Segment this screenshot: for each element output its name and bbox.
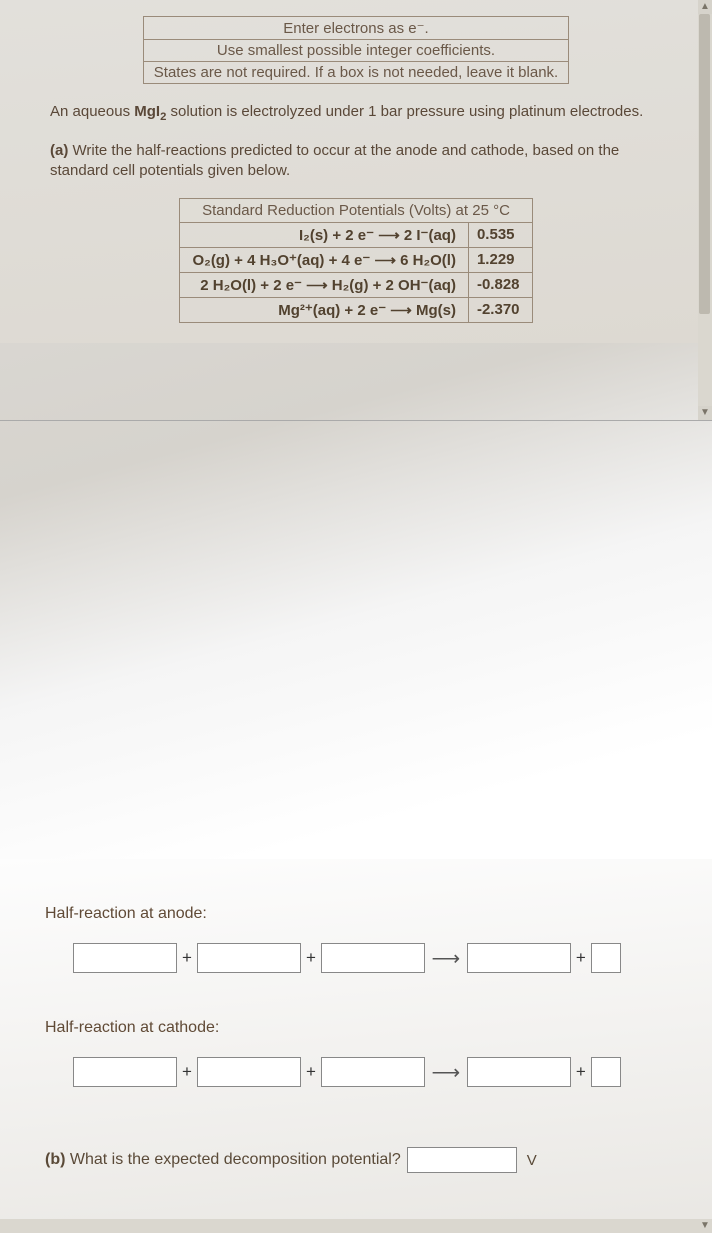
cathode-reactant-2-input[interactable] [197, 1057, 301, 1087]
divider-line [0, 420, 712, 421]
potentials-header: Standard Reduction Potentials (Volts) at… [180, 198, 532, 222]
table-row: I₂(s) + 2 e⁻ ⟶ 2 I⁻(aq) 0.535 [180, 222, 532, 247]
intro-text-pre: An aqueous [50, 103, 134, 120]
answer-panel: Half-reaction at anode: + + ⟶ + Half-rea… [0, 859, 712, 1233]
intro-text-post: solution is electrolyzed under 1 bar pre… [166, 103, 643, 120]
plus-icon: + [181, 1062, 193, 1082]
cathode-product-1-input[interactable] [467, 1057, 571, 1087]
part-a-text: Write the half-reactions predicted to oc… [50, 142, 619, 179]
scroll-thumb[interactable] [699, 14, 710, 314]
instruction-table: Enter electrons as e⁻. Use smallest poss… [143, 16, 569, 84]
potential-value: 0.535 [468, 222, 532, 247]
decomposition-potential-input[interactable] [407, 1147, 517, 1173]
cathode-reactant-1-input[interactable] [73, 1057, 177, 1087]
horizontal-scrollbar[interactable]: ▼ [0, 1219, 712, 1233]
anode-label: Half-reaction at anode: [45, 905, 684, 923]
cathode-product-2-input[interactable] [591, 1057, 621, 1087]
anode-reaction-row: + + ⟶ + [73, 943, 684, 973]
reaction-arrow-icon: ⟶ [429, 946, 463, 971]
anode-reactant-3-input[interactable] [321, 943, 425, 973]
problem-intro: An aqueous MgI2 solution is electrolyzed… [50, 102, 662, 125]
plus-icon: + [181, 948, 193, 968]
instruction-row-3: States are not required. If a box is not… [143, 62, 568, 84]
anode-product-1-input[interactable] [467, 943, 571, 973]
page-container: Enter electrons as e⁻. Use smallest poss… [0, 0, 712, 1233]
part-a-prompt: (a) Write the half-reactions predicted t… [50, 141, 662, 182]
plus-icon: + [305, 948, 317, 968]
potential-value: -2.370 [468, 297, 532, 322]
scroll-right-icon[interactable]: ▼ [698, 1219, 712, 1233]
plus-icon: + [575, 948, 587, 968]
reaction-cell: I₂(s) + 2 e⁻ ⟶ 2 I⁻(aq) [180, 222, 468, 247]
reaction-cell: Mg²⁺(aq) + 2 e⁻ ⟶ Mg(s) [180, 297, 468, 322]
potential-value: -0.828 [468, 272, 532, 297]
reaction-cell: 2 H₂O(l) + 2 e⁻ ⟶ H₂(g) + 2 OH⁻(aq) [180, 272, 468, 297]
table-row: Mg²⁺(aq) + 2 e⁻ ⟶ Mg(s) -2.370 [180, 297, 532, 322]
table-row: O₂(g) + 4 H₃O⁺(aq) + 4 e⁻ ⟶ 6 H₂O(l) 1.2… [180, 247, 532, 272]
anode-reactant-2-input[interactable] [197, 943, 301, 973]
part-b-text: What is the expected decomposition poten… [65, 1151, 400, 1168]
scroll-up-icon[interactable]: ▲ [698, 0, 712, 14]
volt-unit-label: V [527, 1152, 537, 1169]
part-b-label: (b) [45, 1151, 65, 1168]
reaction-cell: O₂(g) + 4 H₃O⁺(aq) + 4 e⁻ ⟶ 6 H₂O(l) [180, 247, 468, 272]
instruction-row-1: Enter electrons as e⁻. [143, 17, 568, 40]
potential-value: 1.229 [468, 247, 532, 272]
instruction-row-2: Use smallest possible integer coefficien… [143, 40, 568, 62]
problem-statement-panel: Enter electrons as e⁻. Use smallest poss… [0, 0, 712, 343]
cathode-reactant-3-input[interactable] [321, 1057, 425, 1087]
plus-icon: + [575, 1062, 587, 1082]
cathode-label: Half-reaction at cathode: [45, 1019, 684, 1037]
part-b-prompt: (b) What is the expected decomposition p… [45, 1147, 684, 1173]
reaction-arrow-icon: ⟶ [429, 1060, 463, 1085]
anode-reactant-1-input[interactable] [73, 943, 177, 973]
anode-product-2-input[interactable] [591, 943, 621, 973]
scroll-down-icon[interactable]: ▼ [698, 406, 712, 420]
vertical-scrollbar[interactable]: ▲ ▼ [698, 0, 712, 420]
plus-icon: + [305, 1062, 317, 1082]
part-a-label: (a) [50, 142, 68, 159]
table-row: 2 H₂O(l) + 2 e⁻ ⟶ H₂(g) + 2 OH⁻(aq) -0.8… [180, 272, 532, 297]
intro-compound: MgI [134, 103, 160, 120]
cathode-reaction-row: + + ⟶ + [73, 1057, 684, 1087]
potentials-table: Standard Reduction Potentials (Volts) at… [179, 198, 532, 323]
